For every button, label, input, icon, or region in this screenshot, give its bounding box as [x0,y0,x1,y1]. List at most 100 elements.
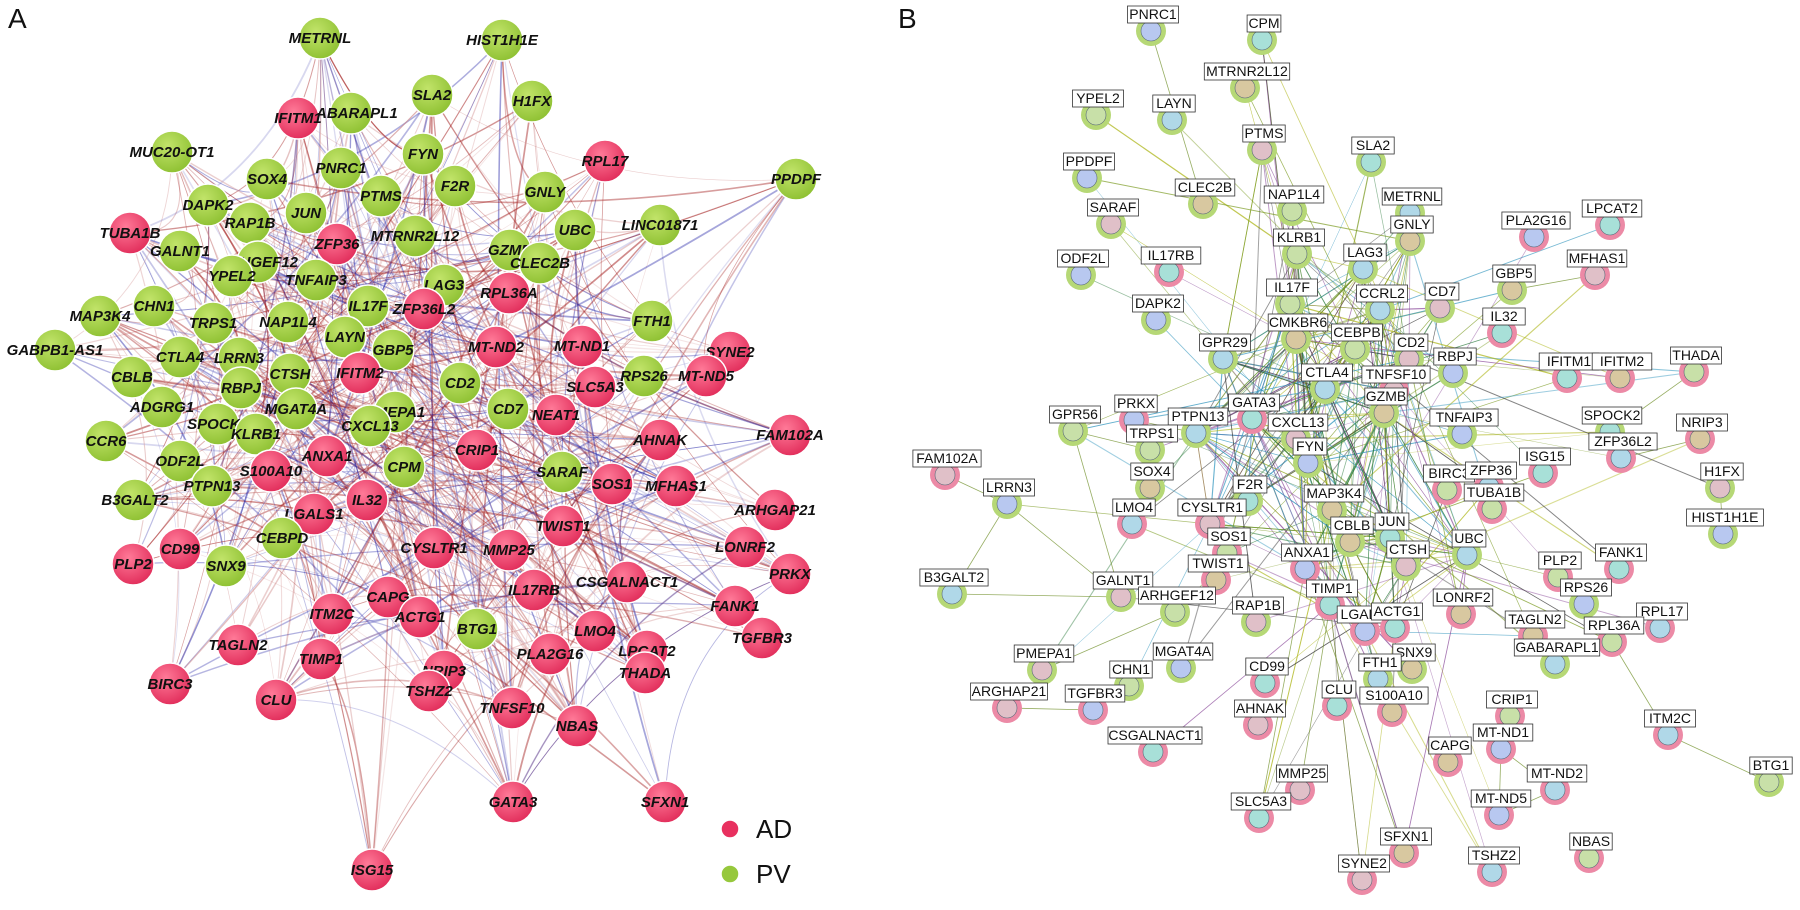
panel-b-node-label-hist1h1e: HIST1H1E [1692,509,1759,525]
panel-a-node-tuba1b: TUBA1B [100,211,161,255]
panel-a-node-label-adgrg1: ADGRG1 [129,399,194,416]
panel-b-edge-rap1b-ubc [1255,554,1468,623]
panel-a-node-label-cd99: CD99 [161,541,200,558]
panel-b-node-core-slc5a3 [1248,807,1270,829]
panel-b-node-label-tshz2: TSHZ2 [1472,847,1517,863]
panel-a-node-arhgap21: ARHGAP21 [733,488,816,532]
panel-a-node-label-ahnak: AHNAK [632,432,688,449]
panel-a-node-circle-gnly [523,170,567,214]
panel-a-edge-pla2g16-mfhas1 [549,485,677,655]
panel-b-node-btg1: BTG1 [1749,756,1793,797]
panel-a-node-label-ifitm2: IFITM2 [336,365,384,382]
panel-a-node-mtrnr2l12: MTRNR2L12 [371,214,460,258]
panel-b-node-core-tshz2 [1481,861,1503,883]
panel-b-node-ypel2: YPEL2 [1072,89,1124,130]
panel-b-node-labelbox-rpl36a [1583,616,1645,635]
panel-b-node-cmkbr6: CMKBR6 [1267,313,1329,354]
panel-b-node-label-map3k4: MAP3K4 [1306,485,1361,501]
panel-a-edge-twist1-il32 [366,499,564,527]
panel-a-node-label-fth1: FTH1 [633,313,671,330]
panel-b-node-labelbox-mt-nd1 [1472,723,1534,742]
panel-b-node-labelbox-chn1 [1109,660,1153,679]
panel-b-node-gpr29: GPR29 [1199,333,1251,374]
panel-a-edge-cd99-cd7 [179,408,509,550]
panel-a-node-mfhas1: MFHAS1 [645,464,707,508]
panel-b-node-core-ptms [1251,139,1273,161]
panel-a-edge-f2r-csgalnact1 [454,185,628,583]
panel-b-node-label-itm2c: ITM2C [1649,710,1691,726]
panel-b-node-rpl36a: RPL36A [1583,616,1645,657]
panel-a-node-isg15: ISG15 [350,848,394,892]
panel-b-node-label-actg1: ACTG1 [1374,603,1421,619]
panel-b-node-label-mgat4a: MGAT4A [1155,643,1212,659]
panel-b-node-core-pmepa1 [1031,659,1053,681]
panel-b-node-klrb1: KLRB1 [1273,228,1325,269]
panel-a-node-label-clec2b: CLEC2B [510,255,570,272]
panel-a-node-label-ubc: UBC [559,222,593,239]
panel-b-node-cblb: CBLB [1330,516,1374,557]
legend: AD PV [720,814,792,889]
panel-a-edge-clu-gata3 [275,699,514,803]
panel-a-node-circle-cxcl13 [348,404,392,448]
panel-b-node-il32: IL32 [1482,307,1526,348]
panel-a-edge-ptpn13-birc3 [169,485,218,685]
panel-b-node-labelbox-odf2l [1057,249,1109,268]
panel-b-node-label-lpcat2: LPCAT2 [1586,200,1638,216]
panel-b-node-map3k4: MAP3K4 [1303,484,1365,525]
panel-a-node-cd99: CD99 [158,527,202,571]
panel-b-node-label-jun: JUN [1378,513,1405,529]
panel-a-edge-neat1-nbas [550,414,578,727]
panel-a-node-circle-linc01871 [638,203,682,247]
panel-b-edge-ctla4-gpr29 [1222,358,1326,390]
panel-b-edge-mfhas1-map3k4 [1331,274,1596,511]
panel-a-node-cysltr1: CYSLTR1 [400,526,468,570]
panel-a-node-galnt1: GALNT1 [150,229,210,273]
legend-pv-swatch [720,864,740,884]
panel-b-node-ctla4: CTLA4 [1301,363,1353,404]
panel-a-node-label-birc3: BIRC3 [147,676,193,693]
panel-a-node-circle-fyn [401,132,445,176]
panel-b-node-tnfaip3: TNFAIP3 [1429,408,1499,449]
panel-b-node-pla2g16: PLA2G16 [1501,211,1571,252]
panel-b-node-core-cebpb [1344,338,1366,360]
panel-b-node-label-fank1: FANK1 [1599,544,1644,560]
panel-a-node-circle-cd7 [486,387,530,431]
panel-b-node-mt-nd1: MT-ND1 [1472,723,1534,764]
panel-a-node-circle-ctla4 [158,335,202,379]
panel-a-node-ctsh: CTSH [268,352,312,396]
panel-a-edge-rpl17-ptms [380,160,606,206]
panel-a-node-label-ptms: PTMS [360,188,402,205]
panel-a-edge-chn1-tnfsf10 [153,305,513,709]
panel-a-edge-h1fx-btg1 [476,100,533,630]
panel-a-edge-fank1-ubc [574,229,736,607]
panel-b-node-core-gata3 [1241,408,1263,430]
panel-b-node-core-rps26 [1573,593,1595,615]
panel-a-edge-lmo4-ptms [380,195,596,632]
panel-a-node-cpm: CPM [382,445,426,489]
panel-a-node-circle-hist1h1e [480,18,524,62]
panel-a-edge-tnfsf10-ahnak [511,439,661,709]
panel-b-node-label-mmp25: MMP25 [1278,765,1326,781]
panel-b-node-odf2l: ODF2L [1057,249,1109,290]
panel-b-node-core-tuba1b [1481,498,1503,520]
panel-a-node-rap1b: RAP1B [225,201,276,245]
panel-a-node-rpl36a: RPL36A [480,271,538,315]
panel-b-node-label-tagln2: TAGLN2 [1508,611,1562,627]
panel-a-node-circle-f2r [433,164,477,208]
panel-b-edge-lag3-ptpn13 [1195,268,1364,434]
panel-b-node-label-sox4: SOX4 [1133,463,1171,479]
panel-b-node-labelbox-capg [1428,736,1472,755]
panel-b-edge-jun-mt-nd5 [1389,537,1500,816]
panel-a-edge-rpl17-neat1 [555,160,606,416]
panel-b-node-ahnak: AHNAK [1234,699,1286,740]
panel-b-node-core-sla2 [1360,151,1382,173]
panel-b-node-cd2: CD2 [1393,333,1429,374]
panel-a-edge-tuba1b-metrnl [129,37,321,234]
panel-b-edge-ubc-plp2 [1466,554,1559,578]
panel-a-node-dapk2: DAPK2 [183,183,234,227]
panel-b-node-label-cpm: CPM [1248,15,1279,31]
panel-b-node-core-b3galt2 [941,583,963,605]
legend-item-ad: AD [720,814,792,844]
panel-b-node-label-pla2g16: PLA2G16 [1506,212,1567,228]
